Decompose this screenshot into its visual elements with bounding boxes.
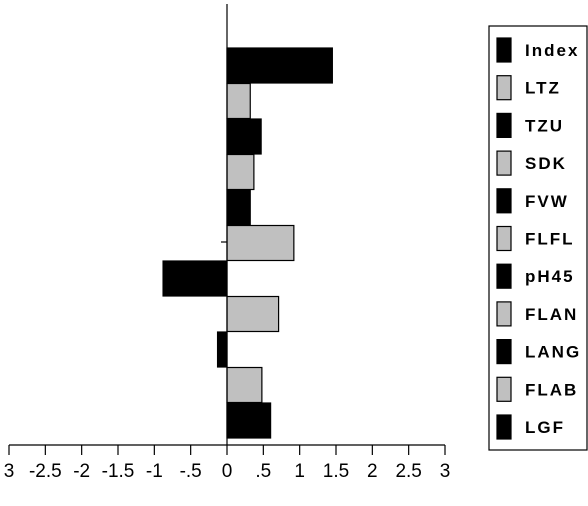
legend-label-sdk: SDK	[525, 154, 567, 173]
bars-group	[162, 47, 333, 439]
legend-swatch-flab	[496, 376, 512, 402]
legend-swatch-ltz	[496, 75, 512, 101]
x-tick-label: 1.5	[323, 461, 349, 482]
legend-swatch-flan	[496, 301, 512, 327]
legend-label-ltz: LTZ	[525, 79, 561, 98]
legend-label-fvw: FVW	[525, 192, 569, 211]
bar-flan	[226, 295, 280, 333]
x-tick-label: 2.5	[395, 461, 421, 482]
legend-swatch-index	[496, 37, 512, 63]
bar-index	[226, 47, 333, 84]
x-tick-label: -1	[146, 461, 163, 482]
legend-label-lang: LANG	[525, 343, 581, 362]
x-tick-label: 2	[367, 461, 378, 482]
legend-label-flfl: FLFL	[525, 230, 575, 249]
bar-lgf	[226, 402, 272, 439]
bar-flab	[226, 366, 263, 404]
legend-swatch-sdk	[496, 150, 512, 176]
legend-swatch-tzu	[496, 112, 512, 139]
legend-swatch-fvw	[496, 188, 512, 214]
x-tick-label: -.5	[180, 461, 202, 482]
legend: Index LTZ TZU SDK FVW FLFL pH45 FLAN LANG FLAB LGF	[488, 25, 588, 451]
legend-swatch-ph45	[496, 263, 512, 289]
bar-sdk	[226, 153, 255, 191]
x-tick-label: 1	[294, 461, 305, 482]
legend-label-flab: FLAB	[525, 380, 578, 399]
legend-label-tzu: TZU	[525, 116, 564, 135]
x-tick-label: -2.5	[29, 461, 62, 482]
bar-flfl	[226, 224, 295, 262]
x-tick-label: 0	[222, 461, 233, 482]
legend-swatch-flfl	[496, 225, 512, 252]
legend-label-index: Index	[525, 41, 579, 60]
x-tick-label: -1.5	[102, 461, 135, 482]
bar-ltz	[226, 82, 251, 120]
x-tick-label: -2	[73, 461, 90, 482]
legend-label-ph45: pH45	[525, 267, 575, 286]
legend-swatch-lgf	[496, 414, 512, 440]
x-tick-label: 3	[4, 461, 15, 482]
x-axis: 3 -2.5 -2 -1.5 -1 -.5 0 .5 1 1.5 2 2.5 3	[4, 444, 451, 482]
legend-label-flan: FLAN	[525, 305, 578, 324]
bar-tzu	[226, 118, 262, 155]
x-tick-label: .5	[255, 461, 271, 482]
x-tick-label: 3	[440, 461, 451, 482]
bar-fvw	[226, 189, 251, 226]
legend-swatch-lang	[496, 339, 512, 365]
bar-ph45	[162, 260, 228, 297]
legend-label-lgf: LGF	[525, 418, 565, 437]
bar-lang	[216, 331, 228, 368]
